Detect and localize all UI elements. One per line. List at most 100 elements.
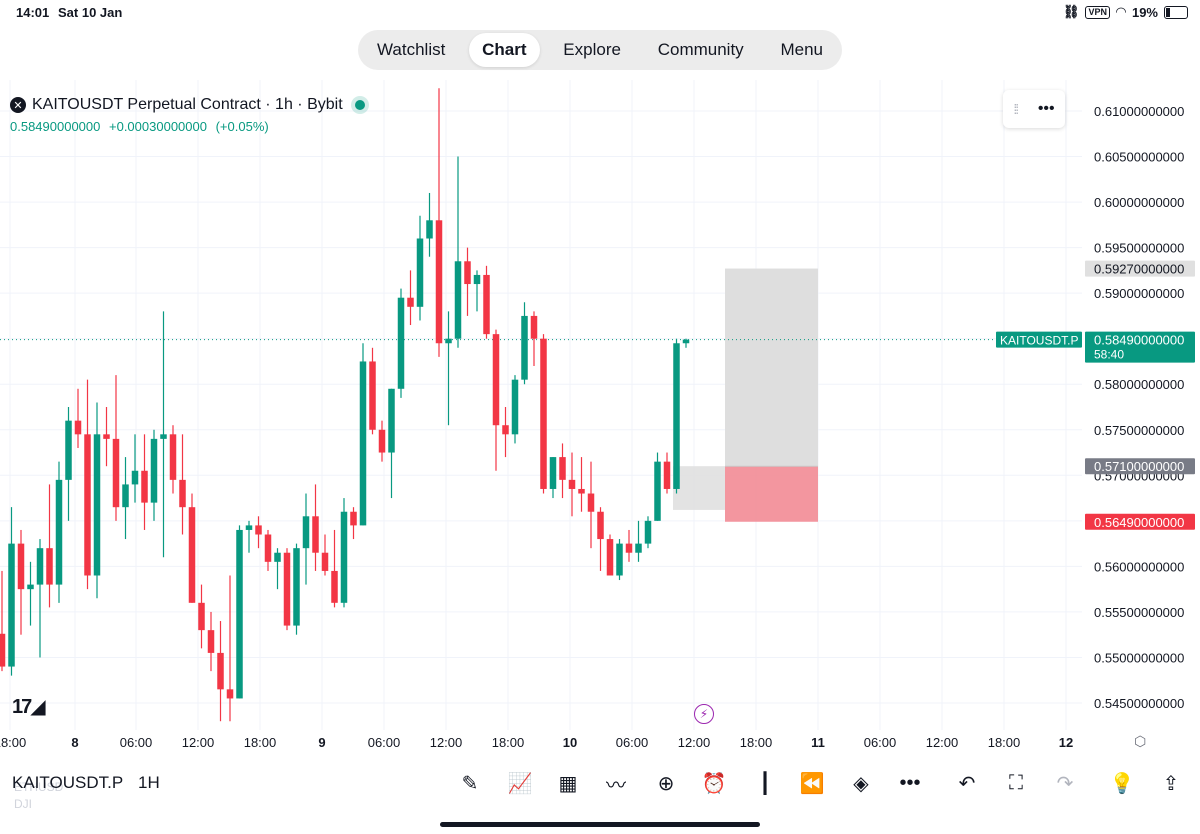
candle-body bbox=[635, 543, 642, 553]
tab-chart[interactable]: Chart bbox=[469, 33, 540, 67]
draw-icon[interactable]: ✎ bbox=[461, 772, 479, 795]
tab-watchlist[interactable]: Watchlist bbox=[377, 40, 446, 59]
alert-icon[interactable]: ⏰ bbox=[701, 772, 727, 795]
price-chart[interactable]: 0.61000000000 0.60500000000 0.60000000000 0… bbox=[0, 80, 1200, 730]
time-axis[interactable]: 18:00 8 06:00 12:00 18:00 9 06:00 12:00 18:00 10 0… bbox=[0, 732, 1200, 754]
last-price-label: 0.58490000000 bbox=[1094, 333, 1184, 348]
interval-selector[interactable]: 1H bbox=[138, 773, 160, 792]
ideas-icon[interactable]: 💡 bbox=[1109, 772, 1135, 795]
tab-menu[interactable]: Menu bbox=[780, 40, 823, 59]
wifi-icon: ◠ bbox=[1115, 4, 1126, 19]
candle-body bbox=[74, 420, 82, 435]
candle-body bbox=[112, 438, 120, 508]
time-tick-label: 12:00 bbox=[925, 735, 959, 750]
time-tick-label: 12:00 bbox=[429, 735, 463, 750]
candle-body bbox=[264, 534, 272, 562]
indicators-icon[interactable]: 📈 bbox=[507, 772, 533, 795]
ghost-symbol-1: ETHUSD bbox=[14, 780, 64, 794]
candle-body bbox=[340, 511, 348, 603]
market-open-dot bbox=[354, 100, 365, 110]
candle-body bbox=[131, 470, 139, 485]
candle-body bbox=[644, 520, 652, 544]
status-right: ⛓ VPN ◠ 19% bbox=[1063, 4, 1188, 20]
undo-icon[interactable]: ↶ bbox=[958, 772, 976, 795]
candle-body bbox=[302, 516, 310, 549]
candle-body bbox=[549, 457, 557, 489]
more-icon[interactable]: ••• bbox=[899, 771, 921, 794]
compare-icon[interactable]: 〰 bbox=[606, 774, 626, 797]
price-tick-label: 0.55000000000 bbox=[1094, 650, 1184, 665]
chart-more-menu[interactable]: ⁞⁞ ••• bbox=[1003, 90, 1065, 128]
status-time: 14:01 bbox=[16, 5, 50, 20]
price-tick-label: 0.57500000000 bbox=[1094, 423, 1184, 438]
time-tick-label: 12:00 bbox=[181, 735, 215, 750]
candle-body bbox=[559, 457, 566, 480]
flash-icon[interactable]: ⚡ bbox=[694, 704, 714, 724]
candle-body bbox=[36, 548, 44, 585]
candle-body bbox=[682, 339, 690, 344]
status-bar: 14:01 Sat 10 Jan ⛓ VPN ◠ 19% bbox=[0, 0, 1200, 26]
candle-type-icon[interactable]: ┃ bbox=[758, 772, 772, 795]
replay-icon[interactable]: ⏪ bbox=[799, 772, 825, 795]
candle-body bbox=[169, 434, 177, 480]
tab-explore[interactable]: Explore bbox=[563, 40, 621, 59]
candle-body bbox=[407, 297, 414, 307]
main-nav: Watchlist Chart Explore Community Menu bbox=[358, 30, 842, 70]
candle-body bbox=[160, 434, 167, 439]
redo-icon[interactable]: ↷ bbox=[1056, 772, 1074, 795]
countdown-label: 58:40 bbox=[1094, 348, 1124, 362]
candle-body bbox=[464, 261, 471, 285]
fullscreen-icon[interactable]: ⛶ bbox=[1009, 771, 1023, 794]
price-tick-label: 0.60500000000 bbox=[1094, 150, 1184, 165]
candle-body bbox=[388, 388, 395, 453]
candle-body bbox=[150, 438, 158, 503]
symbol-selector[interactable]: KAITOUSDT.P bbox=[12, 773, 124, 792]
share-icon[interactable]: ⇪ bbox=[1162, 772, 1180, 795]
symbol-title[interactable]: KAITOUSDT Perpetual Contract · 1h · Bybi… bbox=[32, 96, 343, 113]
candle-body bbox=[27, 584, 34, 590]
tradingview-logo-icon: 17◢ bbox=[12, 696, 46, 718]
candle-body bbox=[321, 552, 329, 571]
price-tick-label: 0.56000000000 bbox=[1094, 559, 1184, 574]
position-target-zone bbox=[725, 268, 818, 467]
templates-icon[interactable]: ▦ bbox=[558, 772, 578, 795]
axis-settings-icon[interactable]: ⬡ bbox=[1134, 733, 1147, 749]
candle-body bbox=[673, 343, 680, 489]
candle-body bbox=[122, 484, 129, 508]
drag-handle-icon[interactable]: ⁞⁞ bbox=[1013, 101, 1019, 117]
target-price-label-bg bbox=[1085, 260, 1195, 277]
candle-body bbox=[17, 543, 25, 590]
time-tick-label: 8 bbox=[71, 735, 79, 750]
candle-body bbox=[369, 361, 376, 430]
time-tick-label: 06:00 bbox=[119, 735, 153, 750]
candle-body bbox=[426, 220, 433, 239]
candle-body bbox=[378, 429, 386, 453]
position-stop-zone bbox=[725, 466, 818, 522]
candle-body bbox=[226, 689, 234, 699]
tab-community[interactable]: Community bbox=[657, 40, 744, 59]
link-icon: ⛓ bbox=[1062, 4, 1080, 19]
legend-change-pct: (+0.05%) bbox=[215, 119, 269, 134]
candle-body bbox=[46, 548, 53, 585]
candle-body bbox=[568, 479, 576, 489]
candle-body bbox=[0, 633, 6, 667]
more-dots-icon[interactable]: ••• bbox=[1037, 100, 1055, 117]
price-tick-label: 0.61000000000 bbox=[1094, 104, 1184, 119]
entry-price-label: 0.57100000000 bbox=[1094, 459, 1184, 474]
candle-body bbox=[312, 516, 319, 553]
price-tick-label: 0.54500000000 bbox=[1094, 696, 1184, 711]
time-tick-label: 06:00 bbox=[615, 735, 649, 750]
add-icon[interactable]: ⊕ bbox=[657, 772, 675, 795]
battery-icon bbox=[1164, 5, 1188, 19]
candle-body bbox=[245, 525, 253, 530]
symbol-tag-label: KAITOUSDT.P bbox=[1000, 334, 1078, 348]
chart-legend: ✕ KAITOUSDT Perpetual Contract · 1h · By… bbox=[10, 96, 365, 134]
time-tick-label: 18:00 bbox=[987, 735, 1021, 750]
stop-price-label-bg bbox=[1085, 513, 1195, 530]
candle-body bbox=[179, 479, 186, 508]
time-tick-label: 06:00 bbox=[367, 735, 401, 750]
layers-icon[interactable]: ◈ bbox=[853, 772, 869, 795]
candle-body bbox=[217, 652, 224, 690]
candle-body bbox=[55, 479, 63, 585]
legend-price: 0.58490000000 bbox=[10, 119, 101, 134]
